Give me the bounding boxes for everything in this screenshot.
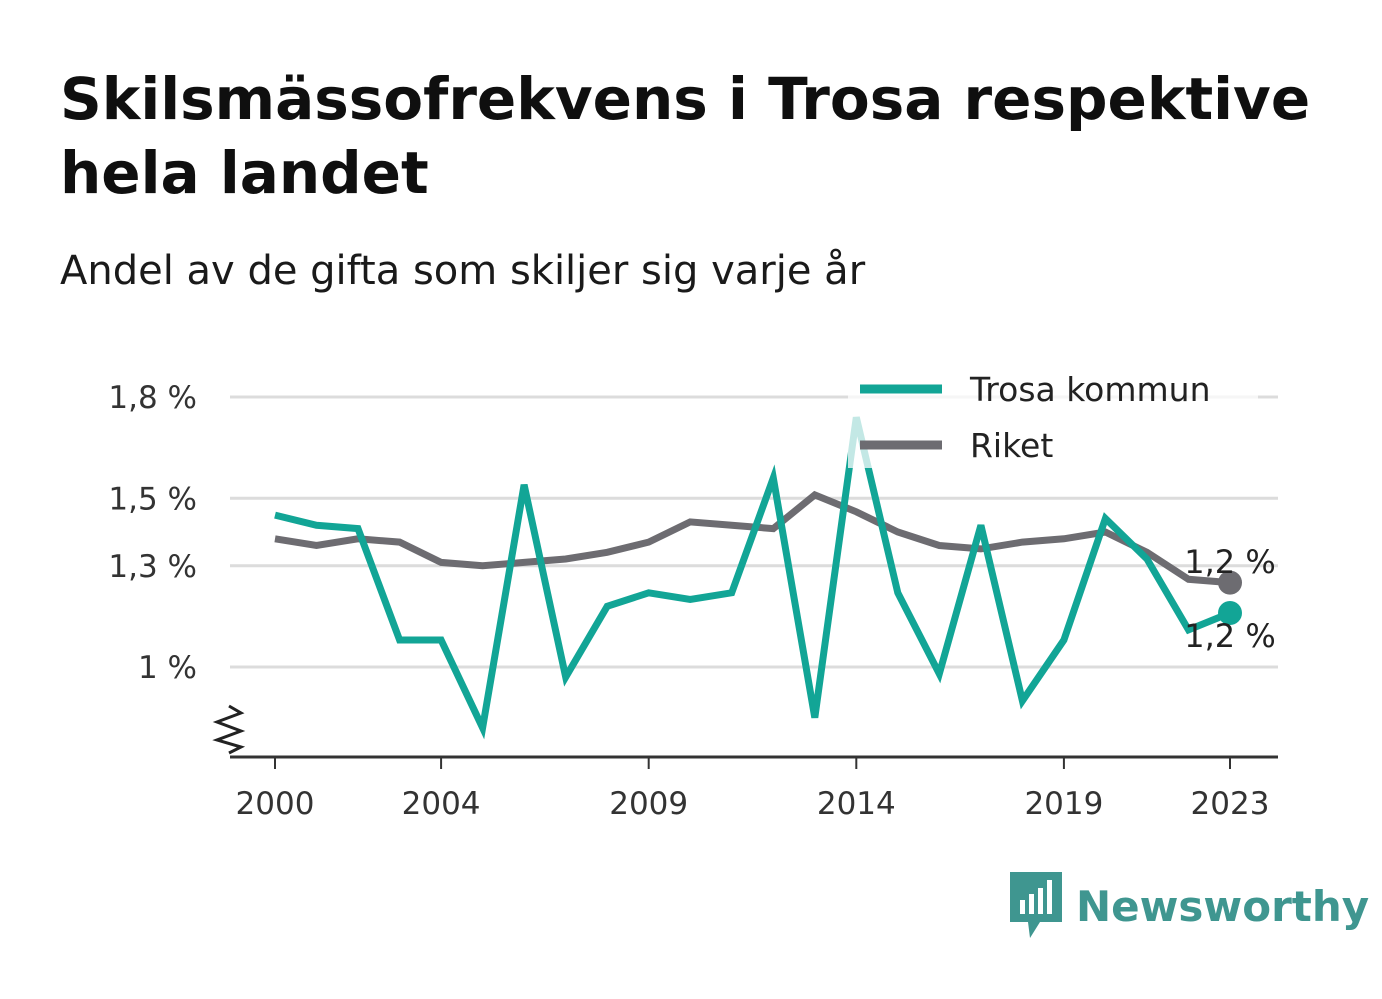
- legend-label: Riket: [970, 426, 1053, 465]
- y-tick-label: 1 %: [138, 650, 197, 686]
- legend-background: [848, 362, 1258, 468]
- x-tick-label: 2023: [1191, 786, 1270, 822]
- chart-title: Skilsmässofrekvens i Trosa respektive he…: [60, 65, 1311, 207]
- newsworthy-logo: Newsworthy: [1010, 872, 1369, 940]
- x-tick-label: 2000: [236, 786, 315, 822]
- legend: Trosa kommun Riket: [848, 362, 1258, 468]
- axes: 1 % 1,3 % 1,5 % 1,8 % 2000 2004 2009 2014 2019 20…: [108, 380, 1278, 822]
- y-tick-label: 1,3 %: [108, 549, 197, 585]
- legend-label: Trosa kommun: [969, 370, 1211, 409]
- axis-break-icon: [212, 704, 246, 755]
- end-point-trosa: [1218, 601, 1242, 625]
- x-tick-label: 2004: [402, 786, 481, 822]
- x-tick-label: 2009: [609, 786, 688, 822]
- series-lines: [274, 416, 1242, 740]
- x-tick-label: 2014: [817, 786, 896, 822]
- series-line-trosa: [274, 416, 1232, 740]
- y-tick-label: 1,8 %: [108, 380, 197, 416]
- x-tick-label: 2019: [1024, 786, 1103, 822]
- end-point-riket: [1218, 570, 1242, 595]
- end-label-riket: 1,2 %: [1184, 617, 1275, 655]
- brand-name: Newsworthy: [1076, 881, 1370, 931]
- end-labels: 1,2 % 1,2 %: [1184, 543, 1275, 655]
- y-tick-label: 1,5 %: [108, 481, 197, 517]
- chart-subtitle: Andel av de gifta som skiljer sig varje …: [60, 248, 866, 294]
- end-label-trosa: 1,2 %: [1184, 543, 1275, 581]
- newsworthy-logo-icon: [1010, 872, 1062, 938]
